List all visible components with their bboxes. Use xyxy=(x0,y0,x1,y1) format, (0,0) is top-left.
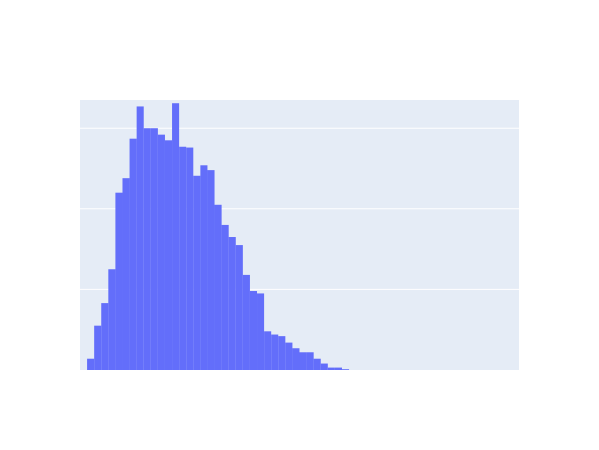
histogram-bar-24 xyxy=(249,291,258,370)
histogram-bar-7 xyxy=(129,138,137,370)
bars xyxy=(87,103,350,371)
histogram-bar-12 xyxy=(164,140,173,370)
histogram-bar-6 xyxy=(122,178,130,370)
histogram-bar-9 xyxy=(143,128,151,370)
histogram-bar-2 xyxy=(94,325,102,370)
histogram-bar-27 xyxy=(271,334,279,370)
histogram-bar-13 xyxy=(172,103,180,370)
histogram-bar-16 xyxy=(193,175,201,370)
histogram-bar-14 xyxy=(179,146,187,370)
histogram-bar-10 xyxy=(150,128,158,370)
histogram-bar-25 xyxy=(257,293,265,370)
histogram-bar-23 xyxy=(242,274,250,370)
histogram-bar-32 xyxy=(306,352,314,370)
histogram-bar-34 xyxy=(320,363,328,370)
histogram-bar-17 xyxy=(200,165,208,370)
histogram-bar-19 xyxy=(214,204,222,370)
histogram-bar-20 xyxy=(221,224,229,370)
histogram-bar-37 xyxy=(341,369,350,370)
histogram-bar-5 xyxy=(115,192,123,370)
histogram-bar-8 xyxy=(136,106,144,371)
histogram-bar-15 xyxy=(186,147,194,370)
histogram-bar-3 xyxy=(101,303,109,370)
histogram-bar-30 xyxy=(292,348,300,370)
histogram-bar-11 xyxy=(157,134,165,370)
histogram-bar-4 xyxy=(108,269,116,370)
histogram-bar-33 xyxy=(313,358,321,370)
histogram-bar-21 xyxy=(228,237,236,370)
histogram-bar-29 xyxy=(285,342,293,370)
histogram-bar-31 xyxy=(299,352,307,370)
histogram-bar-1 xyxy=(87,358,95,370)
histogram-bar-26 xyxy=(264,331,272,370)
histogram-bar-28 xyxy=(278,336,286,370)
histogram-bar-35 xyxy=(327,367,335,370)
histogram-bar-18 xyxy=(207,170,215,370)
histogram-bar-22 xyxy=(235,245,243,370)
histogram-bar-36 xyxy=(334,367,342,370)
